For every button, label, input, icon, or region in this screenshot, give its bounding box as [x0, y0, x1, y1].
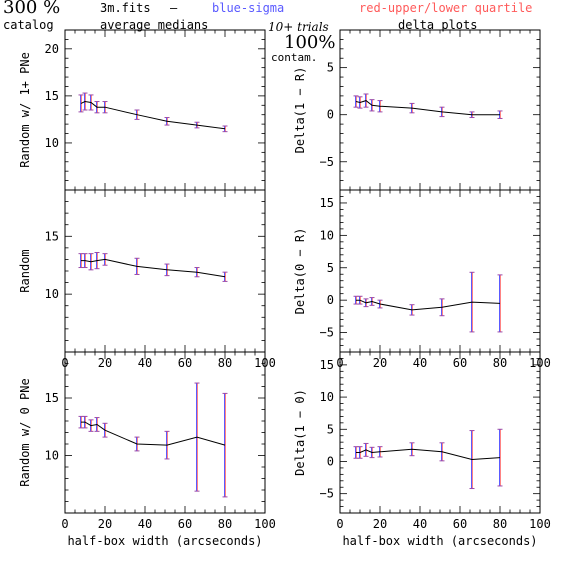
average-medians-label: average medians — [100, 18, 209, 32]
x-axis-label: half-box width (arcseconds) — [342, 534, 537, 548]
x-tick-label: 20 — [373, 517, 387, 531]
y-tick-label: 10 — [320, 228, 334, 242]
y-axis-label: Random w/ 1+ PNe — [18, 52, 32, 168]
median-series-line — [80, 100, 226, 130]
median-series-line — [81, 421, 226, 446]
y-axis-label: Delta(1 − 0) — [293, 389, 307, 476]
x-tick-label: 60 — [178, 356, 192, 370]
y-tick-label: −5 — [320, 155, 334, 169]
y-tick-label: 0 — [327, 293, 334, 307]
median-series-line — [355, 100, 500, 116]
x-tick-label: 100 — [529, 517, 551, 531]
panel-frame — [339, 351, 541, 514]
x-tick-label: 20 — [98, 356, 112, 370]
x-tick-label: 80 — [218, 356, 232, 370]
y-tick-label: 5 — [327, 261, 334, 275]
y-tick-label: 0 — [327, 108, 334, 122]
x-tick-label: 20 — [373, 356, 387, 370]
y-tick-label: 0 — [327, 454, 334, 468]
median-series-line — [81, 258, 226, 278]
contamination-percent: 100% — [284, 32, 336, 53]
x-tick-label: 40 — [413, 517, 427, 531]
panel-left-top: 10 15 20 Random w/ 1+ PNe — [18, 29, 266, 191]
y-axis-label: Random — [18, 249, 32, 292]
y-tick-label: 5 — [327, 61, 334, 75]
panel-frame — [64, 351, 266, 514]
y-axis-label: Delta(0 − R) — [293, 228, 307, 315]
x-tick-label: 20 — [98, 517, 112, 531]
y-axis-label: Random w/ 0 PNe — [18, 378, 32, 486]
legend-red-quartile: red-upper/lower quartile — [359, 1, 533, 15]
panel-frame — [339, 29, 541, 191]
panel-frame — [339, 189, 541, 353]
panel-frame — [64, 29, 266, 191]
y-tick-label: 10 — [320, 390, 334, 404]
y-tick-label: 10 — [45, 287, 59, 301]
y-axis-label: Delta(1 − R) — [293, 67, 307, 154]
x-tick-label: 40 — [138, 356, 152, 370]
x-axis-label: half-box width (arcseconds) — [67, 534, 262, 548]
panel-frame — [64, 189, 266, 353]
file-name-label: 3m.fits — [100, 1, 151, 15]
panel-right-bottom: 0 20 40 60 80 100 −5 0 5 10 15 Delta(1 − 0) half-box… — [293, 351, 551, 548]
median-series-line — [356, 448, 501, 461]
y-tick-label: 20 — [45, 42, 59, 56]
percent-count-label: 300 % — [3, 0, 61, 18]
x-tick-label: 80 — [218, 517, 232, 531]
median-series-line — [356, 299, 501, 311]
x-tick-label: 40 — [138, 517, 152, 531]
trials-label: 10+ trials — [268, 20, 329, 34]
x-tick-label: 0 — [336, 517, 343, 531]
x-tick-label: 60 — [453, 517, 467, 531]
y-tick-label: −5 — [320, 487, 334, 501]
x-tick-label: 80 — [493, 517, 507, 531]
x-tick-label: 80 — [493, 356, 507, 370]
delta-plots-label: delta plots — [398, 18, 478, 32]
contamination-label: contam. — [271, 51, 318, 64]
legend-blue-sigma: blue-sigma — [212, 1, 285, 15]
x-tick-label: 60 — [178, 517, 192, 531]
y-tick-label: −5 — [320, 326, 334, 340]
catalog-label: catalog — [3, 18, 54, 32]
y-tick-label: 15 — [45, 391, 59, 405]
y-tick-label: 10 — [45, 449, 59, 463]
x-tick-label: 40 — [413, 356, 427, 370]
x-tick-label: 60 — [453, 356, 467, 370]
y-tick-label: 15 — [45, 229, 59, 243]
y-tick-label: 10 — [45, 136, 59, 150]
panel-left-bottom: 0 20 40 60 80 100 10 15 Random w/ 0 PNe half-box … — [18, 351, 276, 548]
x-tick-label: 0 — [61, 517, 68, 531]
x-tick-label: 100 — [254, 517, 276, 531]
y-tick-label: 5 — [327, 422, 334, 436]
y-tick-label: 15 — [320, 196, 334, 210]
panel-right-top: −5 0 5 Delta(1 − R) — [293, 29, 541, 191]
y-tick-label: 15 — [320, 358, 334, 372]
y-tick-label: 15 — [45, 89, 59, 103]
header-dash: – — [170, 1, 178, 15]
